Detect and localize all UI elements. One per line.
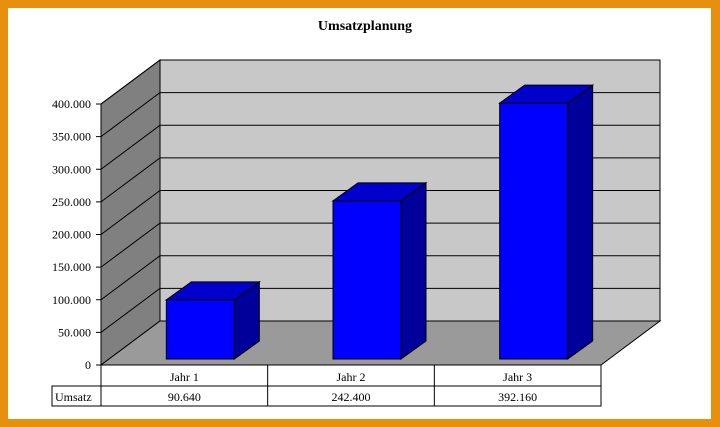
bar xyxy=(164,280,261,360)
x-category-label: Jahr 2 xyxy=(337,370,366,384)
gridline xyxy=(100,190,660,235)
y-tick-label: 300.000 xyxy=(52,162,91,176)
bars xyxy=(164,84,595,360)
chart-frame: Umsatzplanung 0 50.000 100.000 150.000 200.0… xyxy=(8,8,711,419)
bar xyxy=(498,84,595,360)
bar-front xyxy=(332,200,402,360)
chart-title: Umsatzplanung xyxy=(318,19,412,34)
bar-front xyxy=(165,299,235,360)
bar-side xyxy=(567,84,594,360)
gridlines xyxy=(100,59,660,333)
x-category-label: Jahr 3 xyxy=(503,370,532,384)
gridline xyxy=(100,222,660,268)
table-header-row xyxy=(100,364,602,387)
y-tick-label: 250.000 xyxy=(52,195,91,209)
table-row-label: Umsatz xyxy=(55,390,92,404)
bar xyxy=(331,181,428,360)
y-tick-label: 50.000 xyxy=(58,325,91,339)
y-tick-label: 350.000 xyxy=(52,130,91,144)
gridline xyxy=(100,287,660,333)
y-axis-ticks: 0 50.000 100.000 150.000 200.000 250.000 300.0… xyxy=(52,97,102,372)
gridline xyxy=(100,255,660,301)
y-tick-label: 150.000 xyxy=(52,260,91,274)
table-value: 392.160 xyxy=(498,390,537,404)
gridline xyxy=(100,124,660,170)
gridline xyxy=(100,59,660,105)
table-value: 90.640 xyxy=(168,390,201,404)
y-tick-label: 100.000 xyxy=(52,293,91,307)
gridline xyxy=(100,157,660,203)
y-tick-label: 200.000 xyxy=(52,228,91,242)
bar-side xyxy=(400,181,427,360)
x-category-label: Jahr 1 xyxy=(170,370,199,384)
table-value: 242.400 xyxy=(332,390,371,404)
y-tick-label: 400.000 xyxy=(52,97,91,111)
data-table: Jahr 1 90.640 Jahr 2 242.400 Jahr 3 392.160 Um… xyxy=(51,364,602,407)
y-tick-label: 0 xyxy=(85,358,91,372)
chart-canvas: Umsatzplanung 0 50.000 100.000 150.000 200.0… xyxy=(51,19,662,407)
bar-front xyxy=(499,102,569,360)
gridline xyxy=(100,92,660,138)
